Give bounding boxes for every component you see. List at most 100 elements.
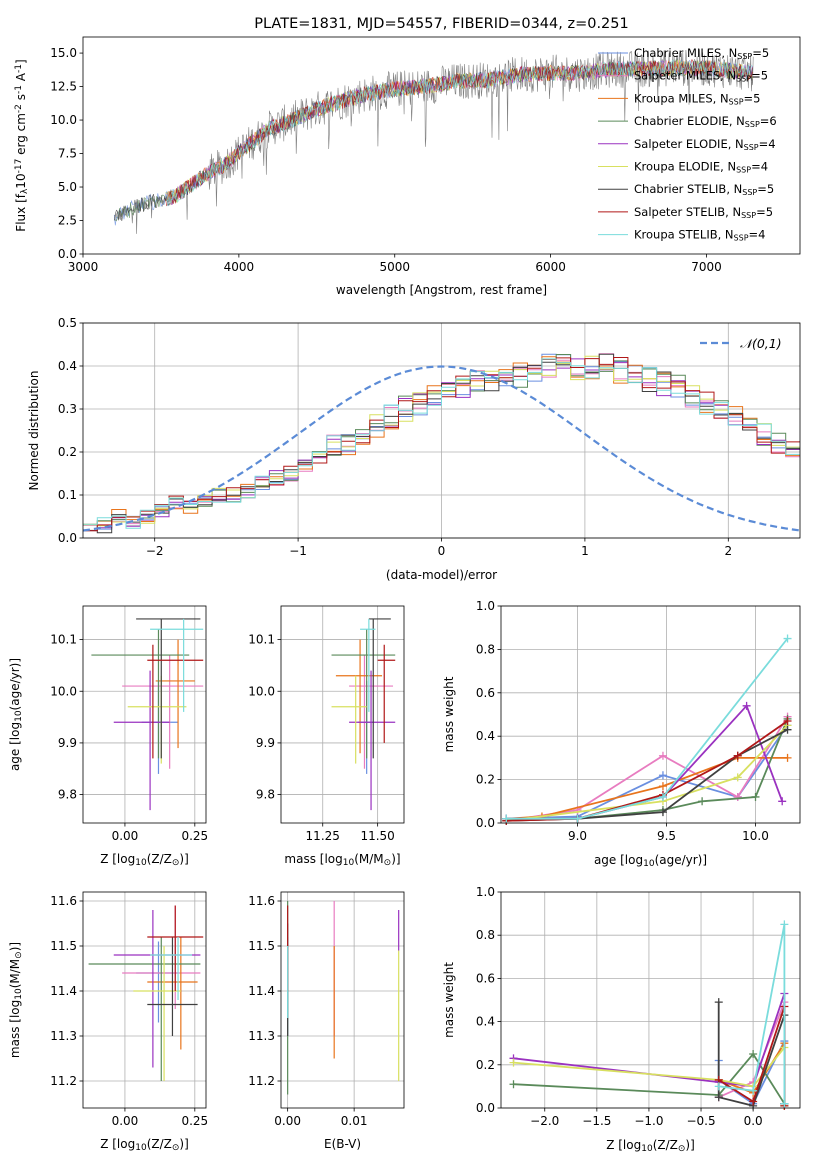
series-marker: [573, 814, 582, 823]
mass_vs_Z-xtick-label: 0.25: [181, 1114, 208, 1128]
series-line: [506, 728, 788, 822]
mass_vs_Z-ylabel: mass [log10(M/M⊙)]: [8, 942, 24, 1058]
residuals-ytick-label: 0.3: [58, 402, 77, 416]
series-marker: [658, 792, 667, 801]
series-line: [506, 724, 789, 820]
series-marker: [714, 1093, 723, 1102]
axes-frame: [82, 605, 207, 824]
weight_vs_Z-xtick-label: −2.0: [530, 1114, 559, 1128]
residuals-ytick-label: 0.2: [58, 445, 77, 459]
mass_vs_ebv-ytick-label: 11.3: [248, 1029, 275, 1043]
weight_vs_age-xtick-label: 9.0: [568, 829, 587, 843]
spectrum-ytick-label: 7.5: [58, 147, 77, 161]
age_vs_Z-xlabel: Z [log10(Z/Z⊙)]: [100, 852, 189, 868]
age_vs_Z-axes: [79, 606, 206, 827]
axes-frame: [280, 605, 405, 824]
age_vs_mass-ytick-label: 9.8: [256, 788, 275, 802]
series-marker: [751, 792, 760, 801]
gaussian-curve: [83, 365, 800, 532]
age_vs_mass-xtick-label: 11.50: [360, 829, 394, 843]
weight_vs_age-xtick-label: 9.5: [657, 829, 676, 843]
weight_vs_Z-ytick-label: 0.4: [476, 1015, 495, 1029]
spectrum-xtick-label: 7000: [691, 260, 722, 274]
mass_vs_Z-points: [88, 905, 204, 1081]
age_vs_Z-ytick-label: 10.0: [50, 684, 77, 698]
series-line: [513, 1052, 786, 1105]
weight_vs_age-ylabel: mass weight: [442, 676, 456, 752]
axes-frame: [500, 605, 801, 824]
spectrum-axes: [79, 52, 707, 258]
weight_vs_Z-xtick-label: −1.5: [582, 1114, 611, 1128]
mass_vs_ebv-ytick-label: 11.6: [248, 894, 275, 908]
mass_vs_ebv-points: [287, 901, 400, 1095]
weight_vs_age-ytick-label: 0.0: [476, 816, 495, 830]
series-marker: [714, 998, 723, 1007]
spectrum-xlabel: wavelength [Angstrom, rest frame]: [336, 283, 547, 297]
mass_vs_ebv-xtick-label: 0.01: [341, 1114, 368, 1128]
series-line: [718, 924, 786, 1104]
spectrum-lines: [113, 49, 754, 234]
legend-label: Chabrier STELIB, NSSP=5: [634, 182, 774, 197]
series-marker: [783, 753, 792, 762]
age_vs_Z-ytick-label: 10.1: [50, 633, 77, 647]
age_vs_Z-points: [91, 618, 204, 811]
residuals-ytick-label: 0.1: [58, 488, 77, 502]
histogram-step: [83, 358, 800, 531]
mass_vs_Z-ytick-label: 11.2: [50, 1074, 77, 1088]
model-spectrum-line: [165, 59, 753, 207]
age_vs_mass-ytick-label: 10.0: [248, 684, 275, 698]
weight_vs_age-ytick-label: 0.6: [476, 686, 495, 700]
mass_vs_Z-ytick-label: 11.3: [50, 1029, 77, 1043]
residuals-xtick-label: 2: [724, 544, 732, 558]
weight_vs_age-ytick-label: 1.0: [476, 599, 495, 613]
residuals-xtick-label: −1: [289, 544, 307, 558]
spectrum-ytick-label: 12.5: [50, 80, 77, 94]
series-marker: [780, 1099, 789, 1108]
axes-frame: [280, 891, 405, 1109]
series-line: [506, 724, 789, 822]
axes-frame: [82, 891, 207, 1109]
series-marker: [658, 771, 667, 780]
weight_vs_Z-ytick-label: 1.0: [476, 885, 495, 899]
weight_vs_age-ytick-label: 0.8: [476, 642, 495, 656]
weight_vs_Z-ytick-label: 0.0: [476, 1101, 495, 1115]
axes-frame: [82, 322, 801, 539]
legend-label: Chabrier ELODIE, NSSP=6: [634, 114, 777, 129]
age_vs_Z-xtick-label: 0.00: [112, 829, 139, 843]
age_vs_Z-xtick-label: 0.25: [181, 829, 208, 843]
spectrum-ytick-label: 2.5: [58, 214, 77, 228]
spectrum-xtick-label: 4000: [224, 260, 255, 274]
spectrum-xtick-label: 3000: [68, 260, 99, 274]
spectrum-title: PLATE=1831, MJD=54557, FIBERID=0344, z=0…: [254, 16, 628, 32]
legend-label: Kroupa STELIB, NSSP=4: [634, 228, 765, 243]
weight_vs_Z-xlabel: Z [log10(Z/Z⊙)]: [606, 1138, 695, 1154]
residuals-ytick-label: 0.4: [58, 359, 77, 373]
mass_vs_Z-xlabel: Z [log10(Z/Z⊙)]: [100, 1137, 189, 1153]
residuals-ytick-label: 0.5: [58, 316, 77, 330]
spectrum-xtick-label: 5000: [379, 260, 410, 274]
age_vs_Z-ylabel: age [log10(age/yr)]: [8, 658, 24, 771]
age_vs_mass-axes: [277, 606, 404, 827]
legend-label: Chabrier MILES, NSSP=5: [634, 46, 769, 61]
histogram-step: [83, 358, 800, 529]
series-marker: [783, 725, 792, 734]
residuals-xtick-label: −2: [146, 544, 164, 558]
age_vs_mass-points: [331, 618, 396, 811]
mass_vs_ebv-ytick-label: 11.4: [248, 984, 275, 998]
residuals-xtick-label: 0: [438, 544, 446, 558]
spectrum-xtick-label: 6000: [535, 260, 566, 274]
series-marker: [658, 751, 667, 760]
legend-label: 𝒩(0,1): [740, 336, 782, 351]
series-line: [506, 637, 789, 820]
series-marker: [783, 717, 792, 726]
series-marker: [658, 808, 667, 817]
legend-label: Kroupa ELODIE, NSSP=4: [634, 160, 768, 175]
weight_vs_age-xtick-label: 10.0: [742, 829, 769, 843]
mass_vs_Z-xtick-label: 0.00: [112, 1114, 139, 1128]
histograms: [83, 353, 800, 534]
weight_vs_Z-ytick-label: 0.6: [476, 971, 495, 985]
age_vs_mass-xtick-label: 11.25: [306, 829, 340, 843]
weight_vs_Z-series: [509, 920, 789, 1110]
axes-frame: [82, 36, 801, 255]
